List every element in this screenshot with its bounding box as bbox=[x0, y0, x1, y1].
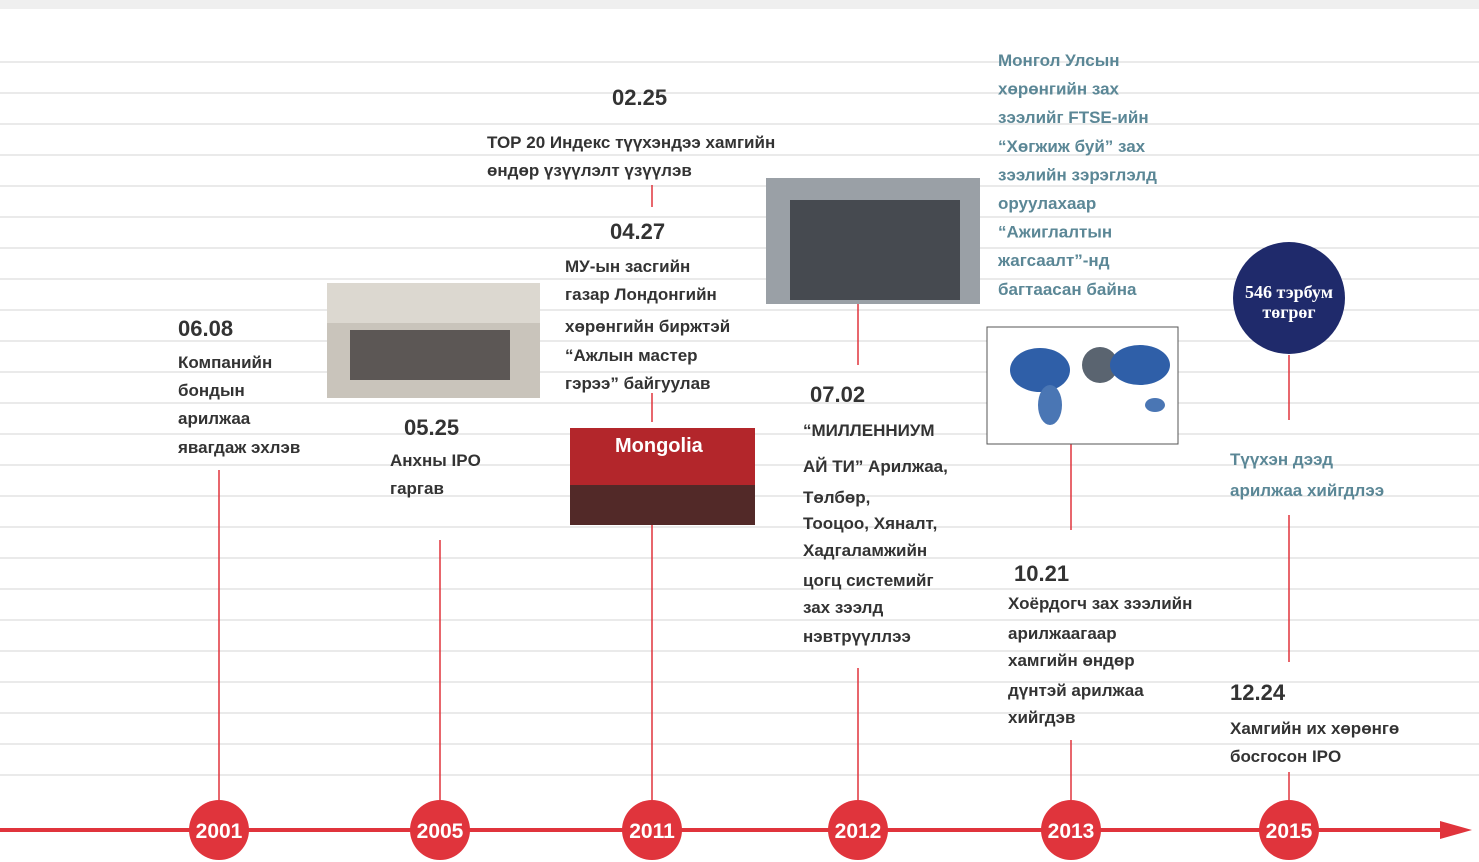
top-band bbox=[0, 0, 1479, 9]
event-text: явагдаж эхлэв bbox=[177, 438, 300, 457]
event-text: гаргав bbox=[390, 479, 444, 498]
event-text: арилжаагаар bbox=[1008, 624, 1117, 643]
event-date: 05.25 bbox=[404, 415, 459, 440]
event-text: газар Лондонгийн bbox=[565, 285, 717, 304]
note-text: Монгол Улсын bbox=[998, 51, 1119, 70]
event-text: нэвтрүүллээ bbox=[803, 627, 911, 646]
event-text: Компанийн bbox=[178, 353, 272, 372]
note-text: хөрөнгийн зах bbox=[998, 80, 1120, 99]
event-text: ТОР 20 Индекс түүхэндээ хамгийн bbox=[487, 133, 775, 152]
photo-caption: Mongolia bbox=[615, 435, 704, 457]
event-text: цогц системийг bbox=[803, 571, 934, 590]
event-date: 10.21 bbox=[1014, 561, 1069, 586]
event-text: хамгийн өндөр bbox=[1008, 651, 1135, 670]
event-text: Хоёрдогч зах зээлийн bbox=[1008, 594, 1192, 613]
event-text: гэрээ” байгуулав bbox=[565, 374, 711, 393]
note-text: багтаасан байна bbox=[998, 280, 1137, 299]
map bbox=[987, 327, 1178, 444]
year-label: 2015 bbox=[1266, 820, 1313, 843]
photo bbox=[766, 178, 980, 304]
badge-text: төгрөг bbox=[1262, 302, 1315, 322]
note-text: зээлийн зэрэглэлд bbox=[998, 165, 1157, 184]
event-text: өндөр үзүүлэлт үзүүлэв bbox=[487, 161, 692, 180]
event-text: бондын bbox=[178, 381, 245, 400]
event-text: Хадгаламжийн bbox=[803, 541, 927, 560]
photo bbox=[327, 283, 540, 398]
event-date: 02.25 bbox=[612, 85, 667, 110]
event-date: 12.24 bbox=[1230, 680, 1286, 705]
note-text: “Ажиглалтын bbox=[998, 223, 1112, 242]
note-text: жагсаалт”-нд bbox=[997, 251, 1110, 270]
note-text: “Хөгжиж буй” зах bbox=[998, 137, 1146, 156]
event-text: “Ажлын мастер bbox=[565, 346, 698, 365]
event-text: босгосон IPO bbox=[1230, 747, 1341, 766]
year-label: 2012 bbox=[835, 820, 882, 843]
event-text: Хамгийн их хөрөнгө bbox=[1230, 719, 1399, 738]
note-text: оруулахаар bbox=[998, 194, 1096, 213]
event-text: хийгдэв bbox=[1008, 708, 1075, 727]
note-text: Түүхэн дээд bbox=[1230, 450, 1333, 469]
event-date: 04.27 bbox=[610, 219, 665, 244]
note-text: арилжаа хийгдлээ bbox=[1230, 481, 1384, 500]
event-text: МУ-ын засгийн bbox=[565, 257, 690, 276]
event-text: АЙ ТИ” Арилжаа, bbox=[803, 457, 948, 476]
year-label: 2001 bbox=[196, 820, 243, 843]
event-text: Тооцоо, Хяналт, bbox=[803, 514, 937, 533]
note-text: зээлийг FTSE-ийн bbox=[998, 108, 1149, 127]
event-text: “МИЛЛЕННИУМ bbox=[803, 421, 935, 440]
photo: Mongolia bbox=[570, 428, 755, 525]
event-text: хөрөнгийн биржтэй bbox=[565, 317, 730, 336]
badge-text: 546 тэрбум bbox=[1245, 282, 1333, 302]
event-date: 06.08 bbox=[178, 316, 233, 341]
event-text: Анхны IPO bbox=[390, 451, 481, 470]
year-label: 2013 bbox=[1048, 820, 1095, 843]
year-label: 2011 bbox=[629, 820, 675, 843]
timeline: Mongolia 2001 2005 2011 2012 2013 2015 06.08 К… bbox=[0, 0, 1479, 862]
event-text: зах зээлд bbox=[803, 598, 883, 617]
event-text: дүнтэй арилжаа bbox=[1008, 681, 1144, 700]
axis-arrow bbox=[1440, 821, 1472, 839]
event-text: арилжаа bbox=[178, 409, 251, 428]
event-date: 07.02 bbox=[810, 382, 865, 407]
event-text: Төлбөр, bbox=[803, 488, 870, 507]
year-label: 2005 bbox=[417, 820, 464, 843]
